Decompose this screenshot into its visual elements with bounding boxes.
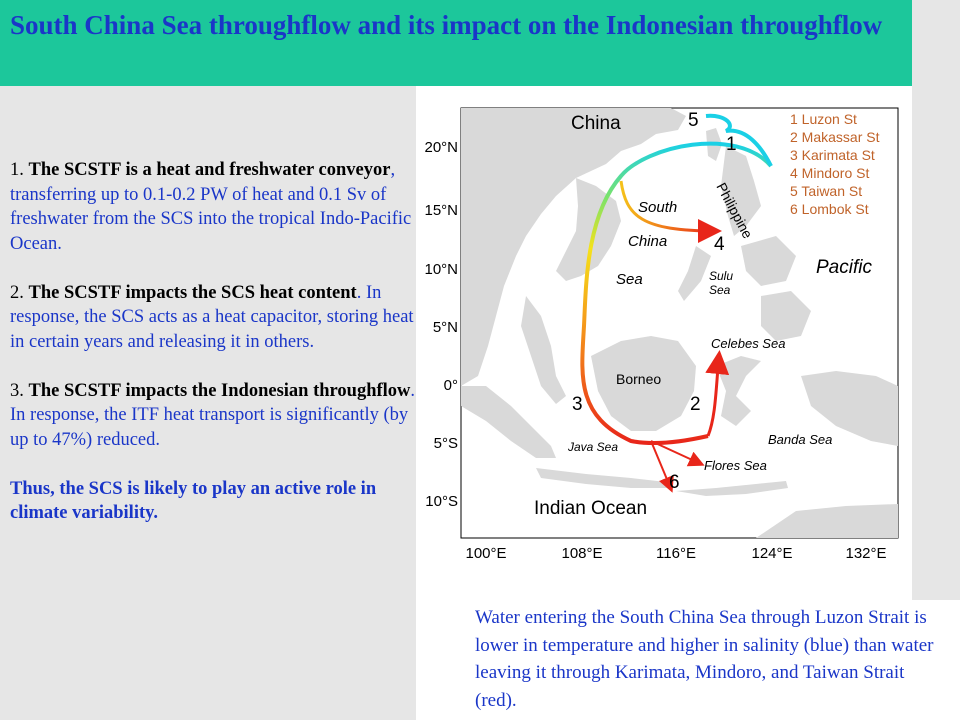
label-celebes: Celebes Sea bbox=[711, 336, 785, 351]
lon-labels: 100°E 108°E 116°E 124°E 132°E bbox=[465, 545, 886, 562]
land-lesser-sunda bbox=[676, 481, 788, 496]
lombok-branch-path bbox=[650, 440, 674, 493]
land-palawan bbox=[678, 246, 711, 301]
lat-label: 15°N bbox=[424, 202, 458, 219]
conclusion-text: Thus, the SCS is likely to play an activ… bbox=[10, 478, 377, 524]
bullet-body: . In response, the ITF heat transport is… bbox=[10, 380, 416, 450]
lat-label: 10°N bbox=[424, 261, 458, 278]
bullet-body: , transferring up to 0.1-0.2 PW of heat … bbox=[10, 160, 412, 254]
bullet-point-1: 1. The SCSTF is a heat and freshwater co… bbox=[10, 158, 430, 256]
land-mindanao bbox=[761, 291, 811, 341]
luzon-inflow-path bbox=[705, 113, 773, 167]
legend-item: 3 Karimata St bbox=[790, 147, 875, 163]
lon-label: 116°E bbox=[656, 545, 696, 562]
slide-title: South China Sea throughflow and its impa… bbox=[10, 10, 883, 40]
bullet-number: 1. bbox=[10, 160, 29, 180]
strait-number-6: 6 bbox=[669, 472, 680, 493]
lat-label: 0° bbox=[444, 377, 458, 394]
bullet-number: 3. bbox=[10, 380, 29, 401]
lat-label: 10°S bbox=[425, 493, 458, 510]
bullet-list: 1. The SCSTF is a heat and freshwater co… bbox=[10, 158, 430, 526]
title-bar: South China Sea throughflow and its impa… bbox=[0, 0, 912, 86]
label-java: Java Sea bbox=[567, 440, 618, 454]
makassar-branch-path bbox=[705, 350, 730, 437]
label-flores: Flores Sea bbox=[704, 458, 767, 473]
lat-label: 5°N bbox=[433, 319, 458, 336]
legend-item: 6 Lombok St bbox=[790, 201, 869, 217]
label-indian: Indian Ocean bbox=[534, 498, 647, 519]
bullet-point-2: 2. The SCSTF impacts the SCS heat conten… bbox=[10, 281, 430, 355]
label-sea: Sea bbox=[616, 271, 643, 288]
strait-number-2: 2 bbox=[690, 394, 701, 415]
map-svg: 20°N 15°N 10°N 5°N 0° 5°S 10°S 100°E 108… bbox=[424, 107, 899, 562]
lon-label: 132°E bbox=[845, 545, 886, 562]
lon-label: 100°E bbox=[465, 545, 506, 562]
legend-item: 2 Makassar St bbox=[790, 129, 880, 145]
land-china bbox=[461, 108, 686, 386]
strait-numbers: 1 2 3 4 5 6 bbox=[572, 110, 737, 493]
lon-label: 108°E bbox=[561, 545, 602, 562]
lon-label: 124°E bbox=[751, 545, 792, 562]
right-strip bbox=[912, 64, 960, 600]
place-names: China South China Sea Philippine Pacific… bbox=[534, 113, 872, 519]
flores-branch-path bbox=[650, 440, 705, 467]
land-masses bbox=[461, 108, 898, 538]
legend-item: 4 Mindoro St bbox=[790, 165, 869, 181]
strait-number-4: 4 bbox=[714, 234, 725, 255]
strait-number-5: 5 bbox=[688, 110, 699, 131]
label-sulu: Sulu bbox=[709, 269, 733, 283]
left-text-panel bbox=[0, 86, 416, 720]
bullet-point-3: 3. The SCSTF impacts the Indonesian thro… bbox=[10, 379, 430, 453]
bullet-body: . In response, the SCS acts as a heat ca… bbox=[10, 282, 414, 352]
mindoro-branch-path bbox=[619, 180, 722, 243]
label-sulu-sea: Sea bbox=[709, 283, 731, 297]
legend-item: 1 Luzon St bbox=[790, 111, 857, 127]
throughflow-paths bbox=[580, 113, 773, 493]
lat-label: 20°N bbox=[424, 139, 458, 156]
land-luzon bbox=[721, 146, 761, 236]
label-china: China bbox=[571, 113, 621, 134]
label-china-sea-1: China bbox=[628, 233, 667, 250]
strait-legend: 1 Luzon St 2 Makassar St 3 Karimata St 4… bbox=[790, 111, 880, 217]
lat-labels: 20°N 15°N 10°N 5°N 0° 5°S 10°S bbox=[424, 139, 458, 510]
land-new-guinea bbox=[801, 371, 898, 446]
bullet-number: 2. bbox=[10, 282, 29, 303]
bullet-heading: The SCSTF is a heat and freshwater conve… bbox=[28, 160, 391, 180]
lat-label: 5°S bbox=[434, 435, 458, 452]
strait-number-1: 1 bbox=[726, 134, 737, 155]
land-australia bbox=[756, 504, 898, 538]
bullet-heading: The SCSTF impacts the SCS heat content bbox=[28, 282, 357, 303]
land-sumatra bbox=[461, 386, 556, 458]
top-right-strip bbox=[912, 0, 960, 64]
map-caption: Water entering the South China Sea throu… bbox=[475, 607, 934, 711]
land-java bbox=[536, 468, 671, 488]
land-visayas bbox=[741, 236, 796, 286]
scstf-main-path bbox=[580, 141, 773, 446]
label-south: South bbox=[638, 199, 677, 216]
strait-number-3: 3 bbox=[572, 394, 583, 415]
label-pacific: Pacific bbox=[816, 257, 872, 278]
land-borneo bbox=[591, 336, 696, 431]
label-banda: Banda Sea bbox=[768, 432, 832, 447]
land-malaya bbox=[521, 296, 566, 404]
bullet-heading: The SCSTF impacts the Indonesian through… bbox=[28, 380, 411, 401]
map-figure: 20°N 15°N 10°N 5°N 0° 5°S 10°S 100°E 108… bbox=[416, 86, 912, 600]
label-borneo: Borneo bbox=[616, 371, 661, 387]
legend-item: 5 Taiwan St bbox=[790, 183, 862, 199]
